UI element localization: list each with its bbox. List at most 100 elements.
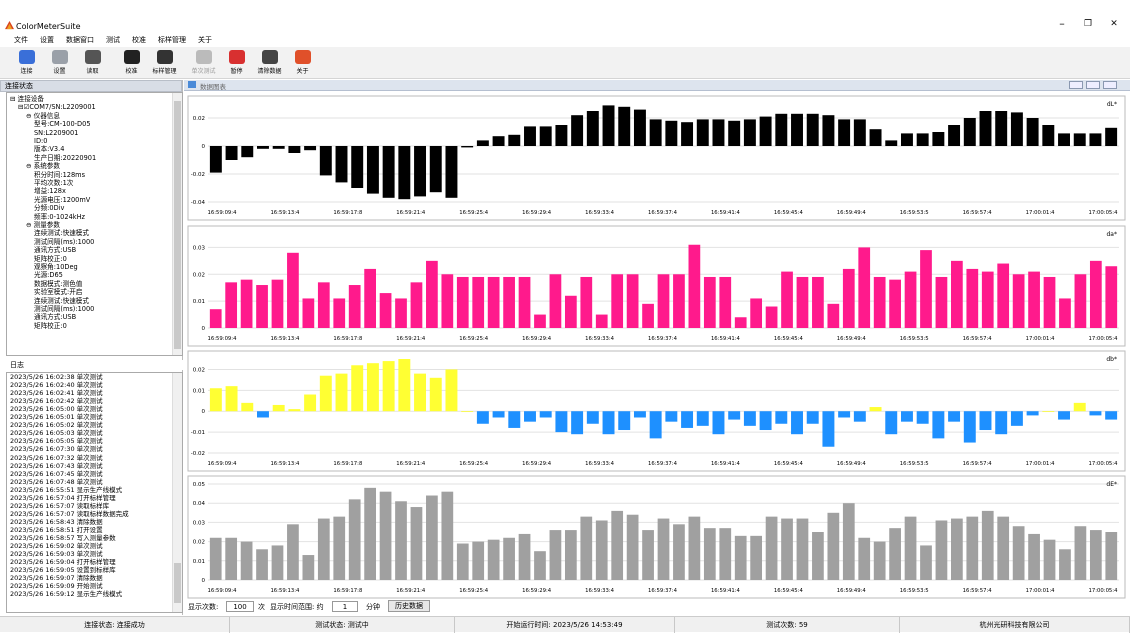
bar	[719, 528, 732, 580]
tree-scrollbar[interactable]	[172, 93, 182, 355]
menu-item-1[interactable]: 设置	[40, 36, 54, 44]
tree-node[interactable]: 观察角:10Deg	[34, 263, 78, 271]
mdi-restore-button[interactable]	[1086, 81, 1100, 89]
x-tick-label: 16:59:09:4	[208, 461, 238, 467]
toolbar-button-7[interactable]: 清除数据	[253, 47, 286, 79]
bar	[1010, 411, 1023, 426]
device-tree[interactable]: ⊟ 连接设备 ⊟☑COM7/SN:L2209001 ⊖ 仪器信息 型号:CM-100-…	[6, 92, 183, 356]
toolbar-button-1[interactable]: 设置	[43, 47, 76, 79]
tree-node[interactable]: 光源电压:1200mV	[34, 195, 91, 204]
status-field-2: 开始运行时间: 2023/5/26 14:53:49	[455, 616, 675, 633]
bar	[775, 113, 788, 146]
bar	[333, 516, 346, 580]
mdi-close-button[interactable]	[1103, 81, 1117, 89]
count-label: 显示次数:	[188, 603, 219, 611]
tree-node[interactable]: ⊖ 仪器信息	[26, 111, 60, 120]
toolbar-button-0[interactable]: 连接	[10, 47, 43, 79]
toolbar-button-2[interactable]: 读取	[76, 47, 109, 79]
y-tick-label: 0	[202, 144, 206, 150]
toolbar-button-5[interactable]: 单次测试	[187, 47, 220, 79]
close-button[interactable]: ✕	[1110, 19, 1118, 29]
minimize-button[interactable]: –	[1059, 17, 1065, 30]
chart-3: 0.05 0.04 0.03 0.02 0.01 0 dE* 16:59:09:4 16:59:…	[187, 475, 1126, 599]
y-tick-label: -0.01	[191, 430, 205, 436]
bar	[626, 514, 639, 580]
tree-node[interactable]: 连续测试:快速模式	[34, 229, 89, 238]
bar	[827, 303, 840, 328]
log-entry: 2023/5/26 16:07:48 单次测试	[10, 477, 103, 486]
bar	[997, 516, 1010, 580]
tree-node[interactable]: 矩阵校正:0	[34, 321, 67, 330]
bar	[681, 411, 694, 428]
log-list[interactable]: 2023/5/26 16:02:38 单次测试 2023/5/26 16:02:4…	[6, 372, 183, 613]
menu-item-0[interactable]: 文件	[14, 36, 28, 44]
tree-node[interactable]: 型号:CM-100-D05	[34, 120, 91, 129]
tree-node[interactable]: 连续测试:快速模式	[34, 296, 89, 305]
menu-item-3[interactable]: 测试	[106, 36, 120, 44]
bar	[842, 268, 855, 328]
bar	[642, 303, 654, 328]
bar	[524, 411, 536, 422]
clear-icon	[261, 50, 278, 64]
bar	[319, 375, 332, 412]
toolbar-button-4[interactable]: 标样管理	[148, 47, 181, 79]
menu-item-2[interactable]: 数据窗口	[66, 36, 94, 44]
menu-item-5[interactable]: 标样管理	[158, 36, 186, 44]
mdi-minimize-button[interactable]	[1069, 81, 1083, 89]
tree-node[interactable]: 测试间隔(ms):1000	[34, 305, 95, 313]
tree-scroll-thumb[interactable]	[174, 101, 181, 349]
toolbar-button-6[interactable]: 暂停	[220, 47, 253, 79]
menu-item-4[interactable]: 校准	[132, 36, 146, 44]
tree-node[interactable]: 版本:V3.4	[34, 145, 65, 154]
bar	[806, 113, 819, 146]
tree-node[interactable]: 实验室模式:开启	[34, 288, 83, 297]
range-input[interactable]: 1	[332, 601, 358, 612]
bar	[853, 411, 866, 422]
tree-node[interactable]: 生产日期:20220901	[34, 153, 97, 162]
toolbar-button-8[interactable]: 关于	[286, 47, 319, 79]
restore-button[interactable]: ❐	[1083, 19, 1093, 29]
bar	[518, 533, 531, 580]
tree-node[interactable]: 频率:0-1024kHz	[34, 212, 86, 221]
bar	[626, 274, 639, 328]
y-tick-label: 0	[202, 578, 206, 584]
tree-node[interactable]: 增益:128x	[34, 187, 66, 196]
tree-node[interactable]: 矩阵校正:0	[34, 254, 67, 263]
tree-node[interactable]: 测试间隔(ms):1000	[34, 237, 95, 246]
status-field-3: 测试次数: 59	[675, 616, 900, 633]
bar	[272, 404, 285, 412]
series-name: db*	[1106, 356, 1117, 363]
log-entry: 2023/5/26 16:57:07 读取标样数据完成	[10, 509, 129, 518]
tree-node[interactable]: 通讯方式:USB	[34, 246, 77, 255]
calibrate-icon	[123, 50, 140, 64]
bar	[1105, 127, 1118, 146]
tree-node[interactable]: 分频:0Div	[34, 204, 65, 213]
tree-node[interactable]: 通讯方式:USB	[34, 313, 77, 322]
y-tick-label: 0.04	[193, 501, 206, 507]
tree-node[interactable]: ⊟☑COM7/SN:L2209001	[18, 103, 96, 112]
log-scrollbar[interactable]	[172, 373, 182, 612]
tree-node[interactable]: 光源:D65	[34, 271, 63, 280]
bar	[503, 276, 515, 328]
bar	[549, 530, 562, 580]
tree-node[interactable]: SN:L2209001	[34, 128, 79, 137]
chart-2: 0.02 0.01 0 -0.01 -0.02 db* 16:59:09:4 16:59:13…	[187, 350, 1126, 472]
bar	[1012, 526, 1025, 580]
tree-node[interactable]: ID:0	[34, 137, 48, 145]
tree-node[interactable]: ⊖ 系统参数	[26, 162, 60, 171]
tree-node[interactable]: ⊖ 测量参数	[26, 221, 60, 229]
x-tick-label: 16:59:49:4	[837, 336, 867, 342]
x-tick-label: 16:59:29:4	[522, 461, 552, 467]
bar	[812, 532, 824, 580]
bar	[712, 119, 725, 146]
tree-node[interactable]: 积分时间:128ms	[34, 170, 86, 179]
tree-node[interactable]: 平均次数:1次	[34, 179, 74, 187]
bar	[287, 524, 299, 580]
count-input[interactable]: 100	[226, 601, 254, 612]
history-data-button[interactable]: 历史数据	[388, 600, 430, 612]
tree-node[interactable]: ⊟ 连接设备	[10, 95, 44, 103]
menu-item-6[interactable]: 关于	[198, 36, 212, 44]
toolbar-button-3[interactable]: 校准	[115, 47, 148, 79]
log-scroll-thumb[interactable]	[174, 563, 181, 603]
tree-node[interactable]: 数据模式:测色值	[34, 279, 83, 288]
